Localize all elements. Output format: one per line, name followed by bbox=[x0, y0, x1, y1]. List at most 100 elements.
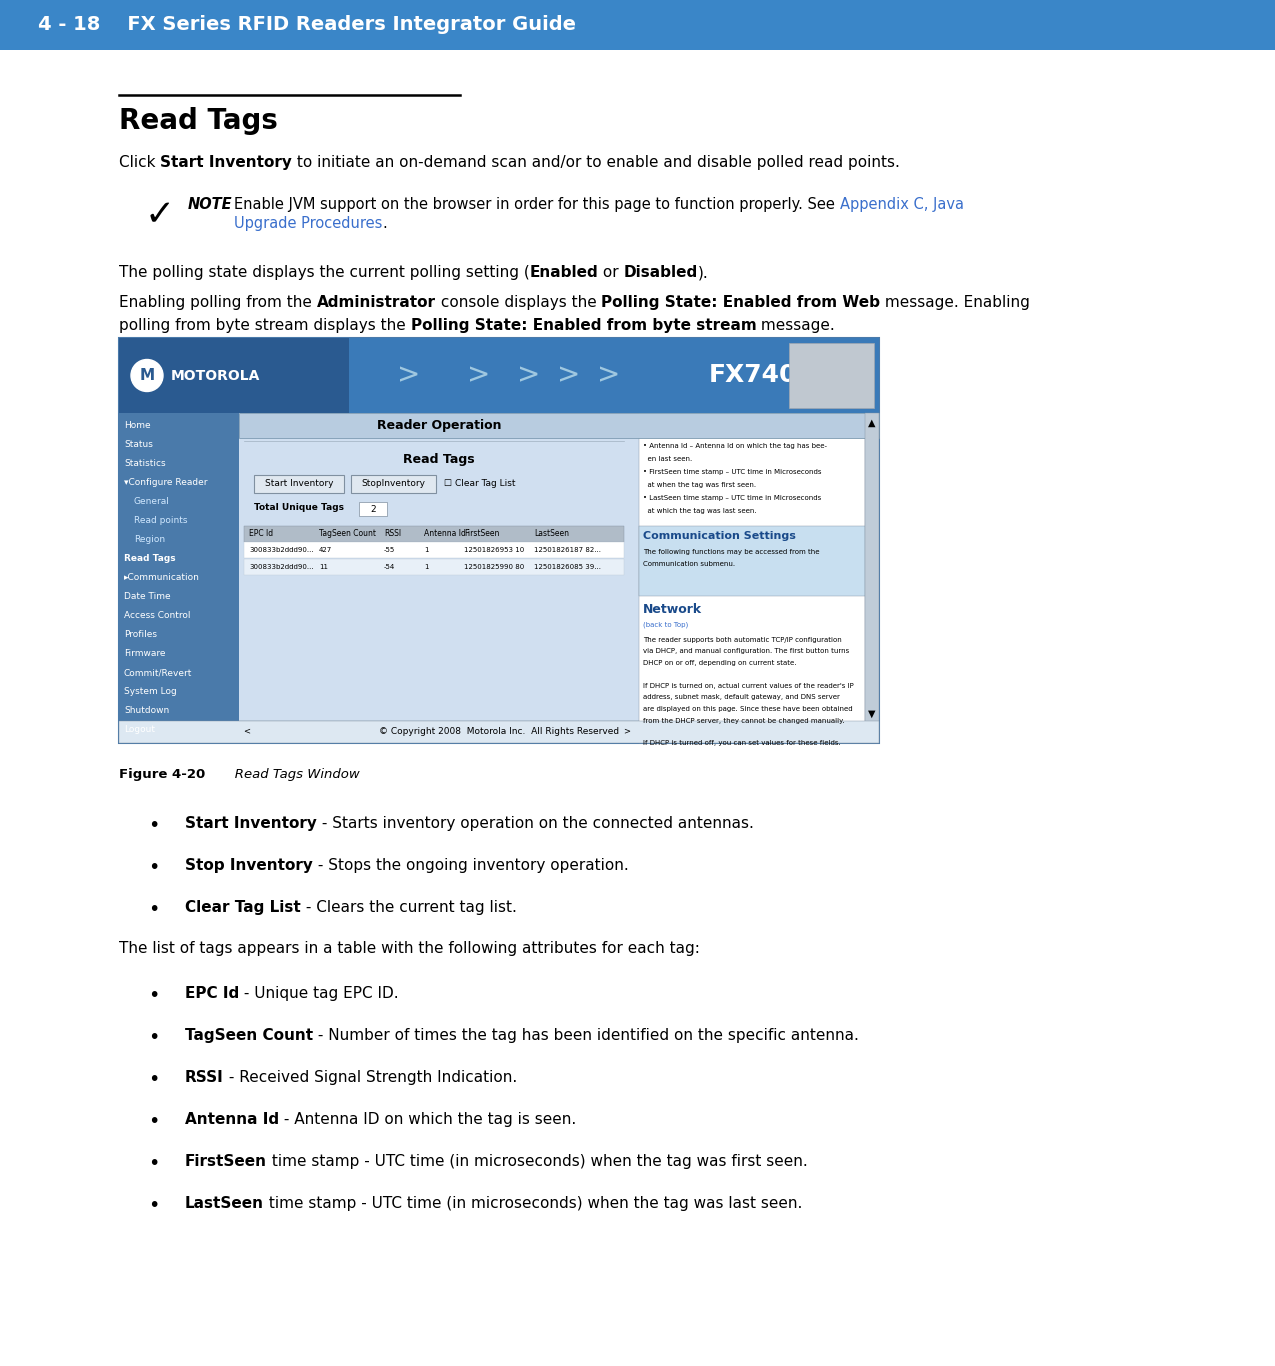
Text: Region: Region bbox=[134, 535, 166, 544]
Text: Stop Inventory: Stop Inventory bbox=[185, 858, 312, 873]
Bar bbox=[119, 337, 878, 743]
Text: Clear Tag List: Clear Tag List bbox=[185, 900, 301, 915]
Text: Enabling polling from the: Enabling polling from the bbox=[119, 295, 316, 310]
Bar bbox=[244, 526, 623, 542]
Bar bbox=[639, 438, 864, 743]
Text: <: < bbox=[244, 727, 250, 735]
Text: FirstSeen: FirstSeen bbox=[464, 530, 500, 538]
Text: ▾Configure Reader: ▾Configure Reader bbox=[124, 478, 208, 488]
Text: >: > bbox=[398, 362, 421, 389]
Text: 12501826085 39...: 12501826085 39... bbox=[534, 564, 601, 570]
Text: via DHCP, and manual configuration. The first button turns: via DHCP, and manual configuration. The … bbox=[643, 649, 849, 654]
Text: Read Tags: Read Tags bbox=[124, 555, 176, 563]
Text: Appendix C, Java: Appendix C, Java bbox=[839, 197, 964, 212]
Text: ▼: ▼ bbox=[868, 709, 876, 719]
Text: LastSeen: LastSeen bbox=[534, 530, 569, 538]
Text: •: • bbox=[148, 1070, 159, 1089]
Text: address, subnet mask, default gateway, and DNS server: address, subnet mask, default gateway, a… bbox=[643, 694, 840, 701]
Text: 12501825990 80: 12501825990 80 bbox=[464, 564, 524, 570]
Text: Upgrade Procedures: Upgrade Procedures bbox=[235, 216, 382, 231]
Text: 1: 1 bbox=[425, 564, 428, 570]
Text: •: • bbox=[148, 1112, 159, 1131]
Bar bbox=[864, 413, 878, 743]
Text: •: • bbox=[148, 986, 159, 1005]
Text: -54: -54 bbox=[384, 564, 395, 570]
Text: message. Enabling: message. Enabling bbox=[880, 295, 1030, 310]
Text: •: • bbox=[148, 858, 159, 877]
Text: Read Tags: Read Tags bbox=[403, 454, 474, 466]
Text: Communication submenu.: Communication submenu. bbox=[643, 561, 736, 567]
Bar bbox=[119, 337, 878, 413]
Text: Statistics: Statistics bbox=[124, 459, 166, 469]
Text: MOTOROLA: MOTOROLA bbox=[171, 369, 260, 382]
Text: Shutdown: Shutdown bbox=[124, 706, 170, 714]
Text: ▲: ▲ bbox=[868, 418, 876, 428]
Bar bbox=[244, 559, 623, 575]
Text: at which the tag was last seen.: at which the tag was last seen. bbox=[643, 508, 756, 514]
Text: >: > bbox=[623, 727, 631, 735]
Text: ✓: ✓ bbox=[145, 198, 175, 232]
Text: are displayed on this page. Since these have been obtained: are displayed on this page. Since these … bbox=[643, 706, 853, 712]
Text: StopInventory: StopInventory bbox=[361, 479, 425, 489]
Text: Start Inventory: Start Inventory bbox=[265, 479, 333, 489]
Text: Read Tags Window: Read Tags Window bbox=[222, 768, 360, 781]
Text: Logout: Logout bbox=[124, 725, 156, 734]
Text: Figure 4-20: Figure 4-20 bbox=[119, 768, 205, 781]
Text: to initiate an on-demand scan and/or to enable and disable polled read points.: to initiate an on-demand scan and/or to … bbox=[292, 154, 900, 169]
Text: •: • bbox=[148, 900, 159, 919]
Text: Status: Status bbox=[124, 440, 153, 449]
Text: 12501826187 82...: 12501826187 82... bbox=[534, 546, 601, 553]
Text: © Copyright 2008  Motorola Inc.  All Rights Reserved: © Copyright 2008 Motorola Inc. All Right… bbox=[379, 728, 620, 736]
Text: Start Inventory: Start Inventory bbox=[161, 154, 292, 169]
Text: Network: Network bbox=[643, 602, 703, 616]
Text: Date Time: Date Time bbox=[124, 591, 171, 601]
Text: Reader Operation: Reader Operation bbox=[376, 418, 501, 432]
Text: 1: 1 bbox=[425, 546, 428, 553]
Text: The following functions may be accessed from the: The following functions may be accessed … bbox=[643, 549, 820, 555]
Text: The polling state displays the current polling setting (: The polling state displays the current p… bbox=[119, 265, 529, 280]
Bar bbox=[119, 721, 878, 743]
Text: >: > bbox=[557, 362, 580, 389]
Text: If DHCP is turned off, you can set values for these fields.: If DHCP is turned off, you can set value… bbox=[643, 740, 840, 746]
Bar bbox=[119, 413, 238, 743]
Text: en last seen.: en last seen. bbox=[643, 456, 692, 462]
Circle shape bbox=[131, 359, 163, 392]
Text: polling from byte stream displays the: polling from byte stream displays the bbox=[119, 318, 411, 333]
Text: Antenna Id: Antenna Id bbox=[185, 1112, 279, 1127]
Text: ☐ Clear Tag List: ☐ Clear Tag List bbox=[444, 479, 515, 489]
Bar bbox=[789, 343, 873, 408]
Text: 300833b2ddd90...: 300833b2ddd90... bbox=[249, 564, 314, 570]
Text: 300833b2ddd90...: 300833b2ddd90... bbox=[249, 546, 314, 553]
Text: Disabled: Disabled bbox=[623, 265, 699, 280]
Bar bbox=[351, 475, 436, 493]
Bar bbox=[639, 526, 864, 596]
Text: RSSI: RSSI bbox=[185, 1070, 223, 1085]
Text: >: > bbox=[518, 362, 541, 389]
Text: Start Inventory: Start Inventory bbox=[185, 816, 317, 831]
Text: EPC Id: EPC Id bbox=[185, 986, 240, 1001]
Text: 11: 11 bbox=[319, 564, 328, 570]
Text: ).: ). bbox=[699, 265, 709, 280]
Text: FX7400: FX7400 bbox=[709, 363, 815, 388]
Text: •: • bbox=[148, 1154, 159, 1173]
Text: DHCP on or off, depending on current state.: DHCP on or off, depending on current sta… bbox=[643, 660, 797, 667]
Bar bbox=[254, 475, 344, 493]
Text: - Clears the current tag list.: - Clears the current tag list. bbox=[301, 900, 516, 915]
Text: 2: 2 bbox=[370, 504, 376, 514]
Text: TagSeen Count: TagSeen Count bbox=[319, 530, 376, 538]
Text: • LastSeen time stamp – UTC time in Microseconds: • LastSeen time stamp – UTC time in Micr… bbox=[643, 494, 821, 501]
Text: Enabled: Enabled bbox=[529, 265, 598, 280]
Text: 4 - 18    FX Series RFID Readers Integrator Guide: 4 - 18 FX Series RFID Readers Integrator… bbox=[38, 15, 576, 34]
Text: • Antenna Id – Antenna Id on which the tag has bee-: • Antenna Id – Antenna Id on which the t… bbox=[643, 443, 827, 449]
Text: FirstSeen: FirstSeen bbox=[185, 1154, 266, 1169]
Bar bbox=[119, 337, 349, 413]
Text: -55: -55 bbox=[384, 546, 395, 553]
Text: ▸Communication: ▸Communication bbox=[124, 572, 200, 582]
Text: - Antenna ID on which the tag is seen.: - Antenna ID on which the tag is seen. bbox=[279, 1112, 576, 1127]
Text: console displays the: console displays the bbox=[436, 295, 602, 310]
Text: message.: message. bbox=[756, 318, 835, 333]
Text: Profiles: Profiles bbox=[124, 630, 157, 639]
Text: - Stops the ongoing inventory operation.: - Stops the ongoing inventory operation. bbox=[312, 858, 629, 873]
Text: 427: 427 bbox=[319, 546, 333, 553]
Text: •: • bbox=[148, 1197, 159, 1214]
